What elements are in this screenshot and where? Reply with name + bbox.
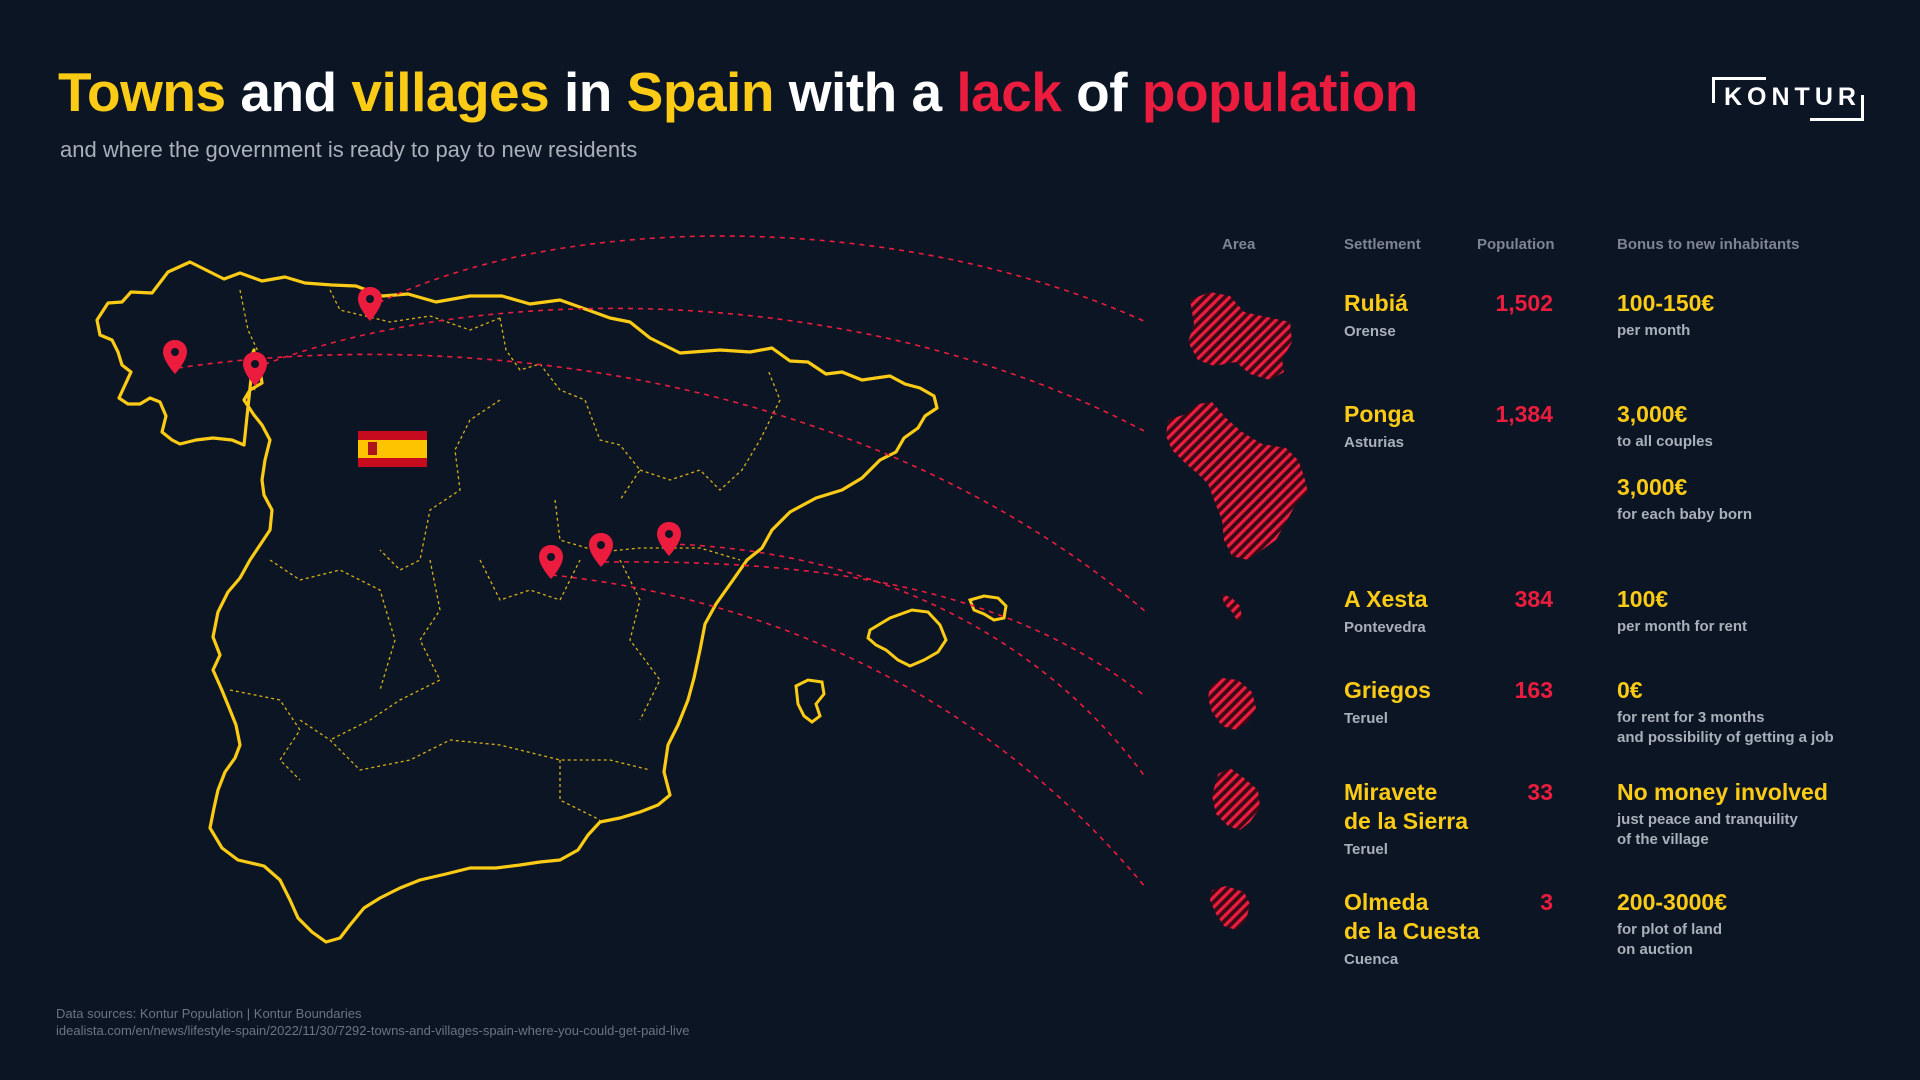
title-word: population xyxy=(1141,61,1419,123)
bonus-description: for rent for 3 months and possibility of… xyxy=(1617,709,1834,746)
title-word: with a xyxy=(788,61,942,123)
settlement-region: Cuenca xyxy=(1344,951,1399,968)
settlement-population: 33 xyxy=(1527,779,1553,805)
mallorca-outline xyxy=(866,608,948,668)
map-pin-icon xyxy=(657,522,681,556)
area-a-xesta xyxy=(1222,594,1242,622)
settlement-population: 1,384 xyxy=(1495,401,1553,427)
header-population: Population xyxy=(1477,236,1555,253)
bonus-amount: 3,000€ xyxy=(1617,474,1688,500)
settlement-name: A Xesta xyxy=(1344,586,1428,612)
logo-text: KONTUR xyxy=(1724,83,1861,111)
settlement-name: Miravete de la Sierra xyxy=(1344,779,1469,834)
bonus-amount: No money involved xyxy=(1617,779,1828,805)
settlement-name: Rubiá xyxy=(1344,290,1408,316)
province-boundaries xyxy=(229,289,781,821)
bonus-amount: 3,000€ xyxy=(1617,401,1688,427)
settlement-name: Olmeda de la Cuesta xyxy=(1344,889,1480,944)
bonus-description: just peace and tranquility of the villag… xyxy=(1617,811,1798,848)
area-rubia xyxy=(1188,292,1292,380)
bonus-description: for each baby born xyxy=(1617,506,1753,523)
bonus-block: 200-3000€ for plot of land on auction xyxy=(1617,888,1897,960)
bonus-block: 100-150€ per month xyxy=(1617,289,1897,341)
bonus-block: 3,000€ to all couples xyxy=(1617,400,1897,452)
data-sources: Data sources: Kontur Population | Kontur… xyxy=(56,1006,362,1021)
area-miravete xyxy=(1212,768,1260,830)
settlement-name: Griegos xyxy=(1344,677,1431,703)
bonus-block: 100€ per month for rent xyxy=(1617,585,1897,637)
bonus-amount: 100-150€ xyxy=(1617,290,1715,316)
header-area: Area xyxy=(1222,236,1256,253)
map-pin-icon xyxy=(163,340,187,374)
bonus-description: to all couples xyxy=(1617,433,1713,450)
bonus-block: 3,000€ for each baby born xyxy=(1617,473,1897,525)
bonus-amount: 0€ xyxy=(1617,677,1643,703)
header-bonus: Bonus to new inhabitants xyxy=(1617,236,1800,253)
settlement-region: Pontevedra xyxy=(1344,619,1426,636)
title-word: lack xyxy=(956,61,1062,123)
spain-flag-icon xyxy=(358,431,427,467)
bonus-block: 0€ for rent for 3 months and possibility… xyxy=(1617,676,1897,748)
settlement-region: Teruel xyxy=(1344,841,1388,858)
source-link[interactable]: idealista.com/en/news/lifestyle-spain/20… xyxy=(56,1023,690,1038)
title-word: in xyxy=(564,61,612,123)
bonus-description: for plot of land on auction xyxy=(1617,921,1722,958)
settlement-population: 1,502 xyxy=(1495,290,1553,316)
settlement-region: Teruel xyxy=(1344,710,1388,727)
settlement-population: 163 xyxy=(1514,677,1553,703)
area-griegos xyxy=(1208,678,1256,730)
map-pin-icon xyxy=(243,352,267,386)
title-word: Towns xyxy=(58,61,226,123)
title-word: villages xyxy=(351,61,550,123)
map-pin-icon xyxy=(539,545,563,579)
settlement-region: Asturias xyxy=(1344,434,1405,451)
area-ponga xyxy=(1166,402,1308,560)
page-subtitle: and where the government is ready to pay… xyxy=(60,137,638,162)
settlement-region: Orense xyxy=(1344,323,1396,340)
title-word: and xyxy=(240,61,337,123)
title-word: Spain xyxy=(626,61,775,123)
kontur-logo: KONTUR xyxy=(1712,77,1864,121)
area-olmeda xyxy=(1210,886,1250,930)
connection-lines xyxy=(177,235,1147,889)
map-pin-icon xyxy=(589,533,613,567)
bonus-description: per month xyxy=(1617,322,1691,339)
map-pin-icon xyxy=(358,287,382,321)
settlement-population: 384 xyxy=(1514,586,1553,612)
spain-outline xyxy=(95,260,939,944)
header-settlement: Settlement xyxy=(1344,236,1421,253)
title-word: of xyxy=(1076,61,1128,123)
ibiza-outline xyxy=(794,678,826,724)
bonus-description: per month for rent xyxy=(1617,618,1747,635)
bonus-block: No money involved just peace and tranqui… xyxy=(1617,778,1897,850)
page-title: Towns and villages in Spain with a lack … xyxy=(58,60,1418,124)
bonus-amount: 100€ xyxy=(1617,586,1669,612)
settlement-population: 3 xyxy=(1540,889,1553,915)
menorca-outline xyxy=(967,594,1008,622)
bonus-amount: 200-3000€ xyxy=(1617,889,1727,915)
settlement-name: Ponga xyxy=(1344,401,1415,427)
